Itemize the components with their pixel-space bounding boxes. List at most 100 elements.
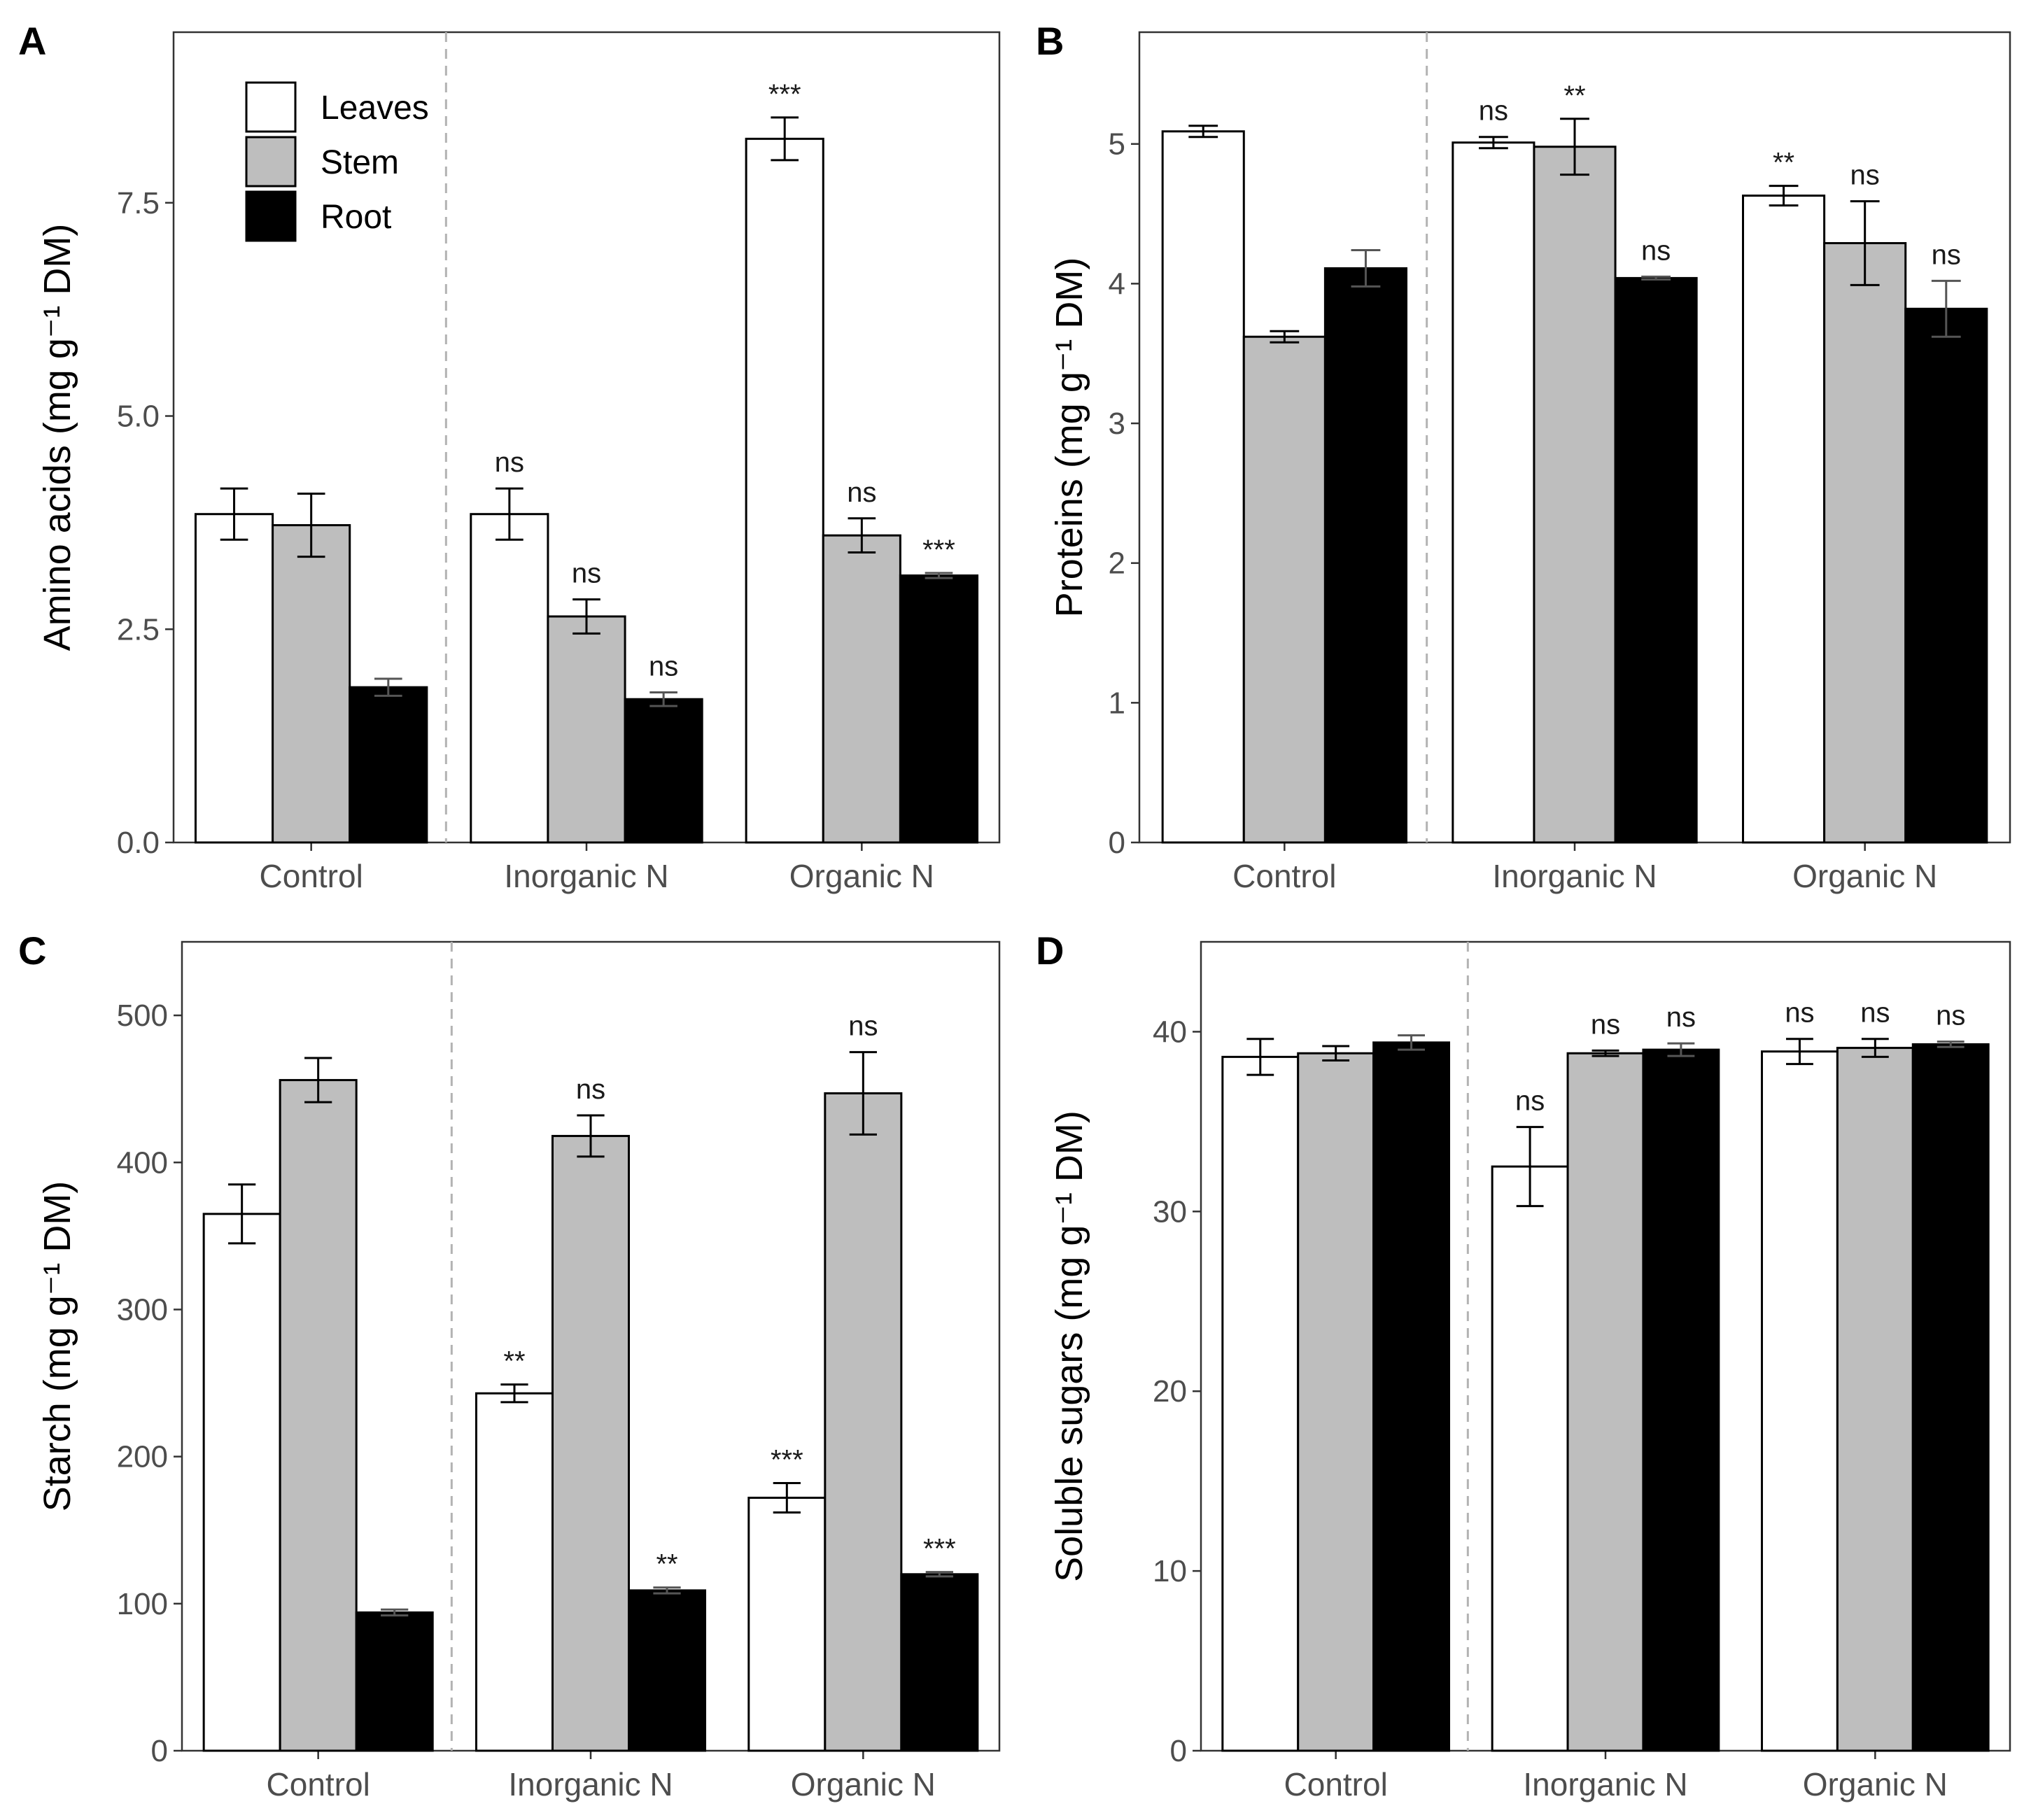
y-tick-label: 0 <box>151 1734 168 1768</box>
bar-stem <box>1566 1052 1645 1752</box>
x-category-label: Control <box>267 1766 370 1803</box>
bar-stem <box>824 1092 903 1752</box>
significance-label: ns <box>576 1074 605 1105</box>
bar-root <box>1911 1043 1990 1752</box>
y-tick-label: 100 <box>117 1587 168 1621</box>
y-tick-label: 5.0 <box>117 400 160 434</box>
bar-leaves <box>1452 141 1535 844</box>
bar-stem <box>551 1134 631 1752</box>
bar-leaves <box>1491 1165 1569 1752</box>
bar-root <box>1614 276 1698 844</box>
panel-a: A 0.0 2.5 5.0 7.5 Control Inorganic N ns ns ns Org… <box>18 19 1001 894</box>
y-axis-quantity: Starch <box>36 1402 78 1511</box>
significance-label: ns <box>1666 1002 1696 1033</box>
significance-label: ** <box>1773 148 1794 178</box>
bar-leaves <box>475 1392 554 1752</box>
significance-label: *** <box>768 79 801 110</box>
bar-stem <box>822 534 901 844</box>
x-category-label: Organic N <box>791 1766 936 1803</box>
significance-label: ns <box>1641 235 1671 266</box>
y-tick-label: 300 <box>117 1292 168 1327</box>
bar-root <box>1372 1041 1451 1752</box>
significance-label: *** <box>771 1444 803 1475</box>
bar-leaves <box>745 137 824 844</box>
x-category-label: Organic N <box>789 858 934 894</box>
legend-label: Stem <box>321 144 399 181</box>
x-category-label: Organic N <box>1792 858 1937 894</box>
bar-stem <box>272 524 351 844</box>
y-tick-label: 0 <box>1109 826 1125 860</box>
legend-swatch-stem <box>245 136 297 188</box>
y-tick-label: 7.5 <box>117 186 160 220</box>
y-axis-unit: (mg g⁻¹ DM) <box>36 1181 78 1403</box>
significance-label: *** <box>922 535 955 565</box>
bar-stem <box>1533 146 1617 844</box>
x-category-label: Inorganic N <box>1523 1766 1687 1803</box>
bar-root <box>900 1573 979 1752</box>
bar-leaves <box>194 513 274 844</box>
legend-label: Leaves <box>321 90 429 127</box>
bar-leaves <box>1221 1055 1300 1752</box>
y-axis-title: Starch (mg g⁻¹ DM) <box>36 1181 78 1512</box>
panel-letter: D <box>1036 929 1064 973</box>
y-tick-label: 2 <box>1109 546 1125 581</box>
legend-swatch-leaves <box>245 81 297 133</box>
panel-b: B 0 1 2 3 4 5 Control Inorganic N ns ** ns Organic N… <box>1036 19 2011 894</box>
x-category-label: Inorganic N <box>1492 858 1657 894</box>
panel-letter: C <box>18 929 46 973</box>
x-category-label: Inorganic N <box>504 858 668 894</box>
y-axis-title: Soluble sugars (mg g⁻¹ DM) <box>1048 1110 1090 1582</box>
bar-stem <box>1823 241 1907 844</box>
significance-label: ** <box>503 1346 525 1377</box>
bar-stem <box>1242 335 1326 844</box>
y-axis-quantity: Amino acids <box>36 445 78 651</box>
y-tick-label: 4 <box>1109 267 1125 301</box>
x-category-label: Control <box>1232 858 1336 894</box>
x-category-label: Organic N <box>1803 1766 1948 1803</box>
y-axis-unit: (mg g⁻¹ DM) <box>36 224 78 446</box>
bar-leaves <box>202 1213 281 1752</box>
y-tick-label: 0 <box>1170 1734 1187 1768</box>
significance-label: ns <box>1515 1086 1545 1117</box>
bar-leaves <box>1161 130 1245 844</box>
bar-root <box>628 1589 707 1752</box>
y-tick-label: 3 <box>1109 407 1125 441</box>
significance-label: ns <box>1479 96 1508 127</box>
significance-label: *** <box>923 1534 956 1565</box>
significance-label: ns <box>572 558 601 589</box>
y-tick-label: 5 <box>1109 127 1125 162</box>
bar-root <box>355 1611 434 1752</box>
y-axis-quantity: Proteins <box>1048 479 1090 617</box>
bar-root <box>1642 1048 1720 1752</box>
y-tick-label: 400 <box>117 1145 168 1180</box>
significance-label: ns <box>649 651 678 682</box>
bar-stem <box>547 615 626 844</box>
significance-label: ns <box>1936 1001 1965 1031</box>
legend-swatch-root <box>245 190 297 242</box>
bar-leaves <box>470 513 549 844</box>
significance-label: ** <box>1563 80 1585 111</box>
significance-label: ns <box>1932 239 1961 270</box>
y-tick-label: 1 <box>1109 686 1125 720</box>
significance-label: ns <box>495 447 524 478</box>
y-axis-unit: (mg g⁻¹ DM) <box>1048 258 1090 479</box>
y-tick-label: 500 <box>117 999 168 1033</box>
bar-leaves <box>1760 1050 1839 1752</box>
y-axis-unit: (mg g⁻¹ DM) <box>1048 1110 1090 1332</box>
x-category-label: Control <box>1284 1766 1388 1803</box>
panel-letter: A <box>18 19 46 63</box>
bar-root <box>899 574 979 844</box>
bar-root <box>624 698 703 844</box>
panel-letter: B <box>1036 19 1064 63</box>
y-axis-quantity: Soluble sugars <box>1048 1332 1090 1582</box>
bar-root <box>349 686 428 844</box>
bar-stem <box>1297 1052 1375 1752</box>
significance-label: ns <box>847 477 876 508</box>
y-axis-title: Amino acids (mg g⁻¹ DM) <box>36 224 78 651</box>
y-tick-label: 20 <box>1153 1374 1187 1409</box>
bar-root <box>1904 307 1988 844</box>
y-tick-label: 10 <box>1153 1554 1187 1588</box>
x-category-label: Control <box>260 858 363 894</box>
bar-leaves <box>747 1496 827 1752</box>
